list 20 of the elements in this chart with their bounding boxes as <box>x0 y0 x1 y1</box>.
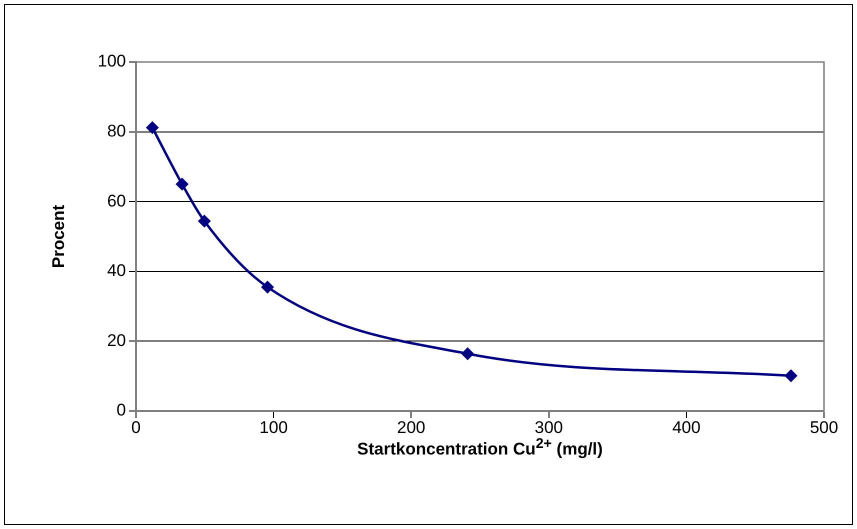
y-tick-label: 20 <box>107 330 126 350</box>
point <box>176 178 189 191</box>
x-tick-label: 400 <box>672 418 701 437</box>
x-tick-label: 300 <box>534 418 563 437</box>
point <box>461 347 474 360</box>
point <box>198 214 211 228</box>
y-tick-label: 40 <box>107 261 126 280</box>
y-tick-label: 0 <box>116 400 126 420</box>
y-tick-label: 80 <box>107 121 126 140</box>
x-axis-title: Startkoncentration Cu$^{2+}$ (mg/l) <box>356 436 604 460</box>
x-tick-label: 100 <box>259 418 288 437</box>
point <box>261 280 274 294</box>
x-tick-label: 0 <box>131 418 141 437</box>
y-tick-label: 60 <box>107 191 126 210</box>
y-tick-label: 100 <box>98 52 126 71</box>
point <box>784 369 798 382</box>
y-axis-title: Procent <box>48 204 68 268</box>
x-tick-label: 500 <box>810 418 838 437</box>
point <box>146 121 159 134</box>
x-tick-label: 200 <box>397 418 426 437</box>
